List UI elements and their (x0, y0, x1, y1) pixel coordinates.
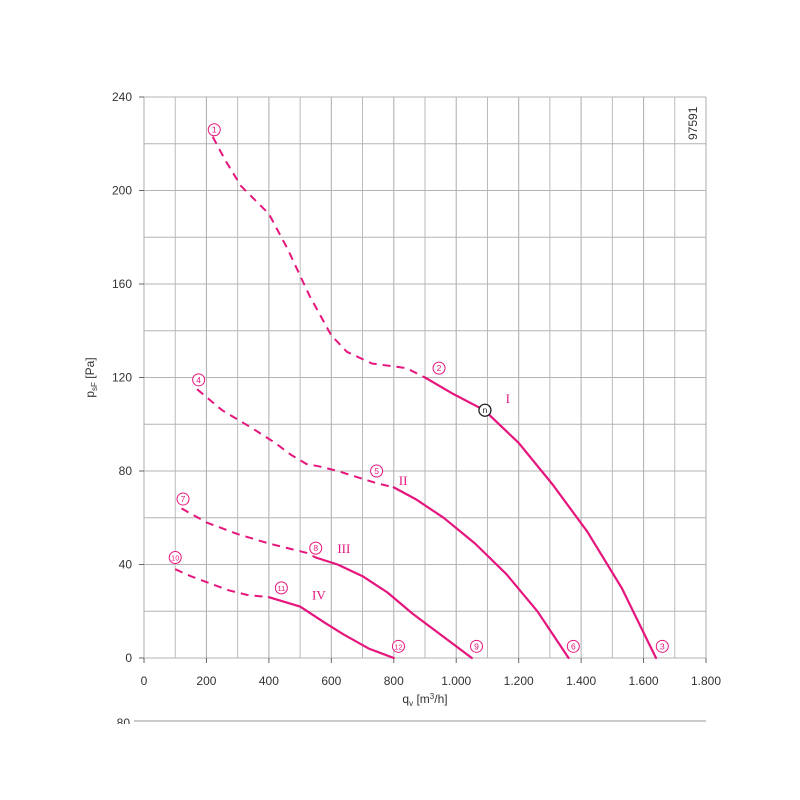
curve-label-IV: IV (312, 588, 326, 603)
marker-label: 8 (313, 543, 318, 553)
curve-IV-solid (267, 596, 395, 660)
marker-circle (309, 541, 323, 555)
curve-II-dashed (196, 388, 395, 489)
marker-circle (274, 581, 288, 595)
point-marker-4: 4 (192, 373, 206, 387)
chart-code: 97591 (686, 106, 700, 140)
y-tick-label: 240 (112, 90, 132, 104)
marker-circle (470, 639, 484, 653)
y-tick-label: 80 (119, 464, 133, 478)
y-tick-label: 200 (112, 184, 132, 198)
point-marker-5: 5 (370, 464, 384, 478)
point-marker-7: 7 (176, 492, 190, 506)
point-marker-10: 10 (168, 550, 182, 564)
marker-label: n (483, 405, 488, 415)
point-marker-9: 9 (470, 639, 484, 653)
marker-circle (478, 403, 492, 417)
marker-label: 1 (212, 125, 217, 135)
x-tick-label: 1.800 (691, 674, 721, 688)
x-tick-label: 600 (321, 674, 341, 688)
curve-label-II: II (399, 473, 408, 488)
x-tick-label: 1.000 (441, 674, 471, 688)
marker-circle (207, 123, 221, 137)
marker-circle (168, 550, 182, 564)
point-marker-11: 11 (274, 581, 288, 595)
y-tick-label: 120 (112, 371, 132, 385)
marker-circle (176, 492, 190, 506)
point-marker-12: 12 (391, 639, 405, 653)
curve-IV-dashed (174, 568, 270, 599)
curve-label-I: I (506, 391, 510, 406)
marker-label: 10 (171, 553, 179, 562)
marker-circle (192, 373, 206, 387)
marker-label: 5 (374, 466, 379, 476)
marker-circle (432, 361, 446, 375)
x-tick-label: 1.600 (629, 674, 659, 688)
marker-circle (370, 464, 384, 478)
x-tick-label: 200 (196, 674, 216, 688)
marker-label: 3 (660, 641, 665, 651)
marker-circle (566, 639, 580, 653)
x-axis-label: qv [m3/h] (402, 692, 447, 708)
point-marker-3: 3 (655, 639, 669, 653)
point-marker-2: 2 (432, 361, 446, 375)
marker-label: 6 (571, 641, 576, 651)
y-axis-label: psF [Pa] (83, 357, 99, 397)
marker-label: 7 (181, 494, 186, 504)
x-tick-label: 800 (384, 674, 404, 688)
cut-mask (0, 724, 800, 800)
point-marker-8: 8 (309, 541, 323, 555)
curve-III-solid (314, 556, 473, 660)
curve-II-solid (392, 486, 570, 660)
marker-label: 9 (474, 641, 479, 651)
curves (174, 136, 658, 660)
curve-I-solid (423, 376, 658, 660)
curve-label-III: III (337, 541, 350, 556)
y-tick-label: 0 (125, 651, 132, 665)
grid (143, 96, 707, 659)
operating-point-marker: n (478, 403, 492, 417)
marker-label: 2 (437, 363, 442, 373)
x-tick-label: 0 (141, 674, 148, 688)
y-tick-label: 160 (112, 277, 132, 291)
curve-III-dashed (181, 507, 317, 559)
x-tick-label: 1.400 (566, 674, 596, 688)
marker-circle (655, 639, 669, 653)
point-marker-1: 1 (207, 123, 221, 137)
x-tick-label: 1.200 (504, 674, 534, 688)
marker-label: 4 (196, 375, 201, 385)
axes: 0 200 400 600 800 1.000 1.200 1.400 1.600 1.800 0 4… (83, 90, 721, 708)
point-marker-6: 6 (566, 639, 580, 653)
curve-I-dashed (211, 136, 426, 379)
marker-label: 11 (277, 584, 285, 593)
marker-label: 12 (394, 642, 402, 651)
marker-circle (391, 639, 405, 653)
y-tick-label: 40 (119, 558, 133, 572)
x-tick-label: 400 (259, 674, 279, 688)
